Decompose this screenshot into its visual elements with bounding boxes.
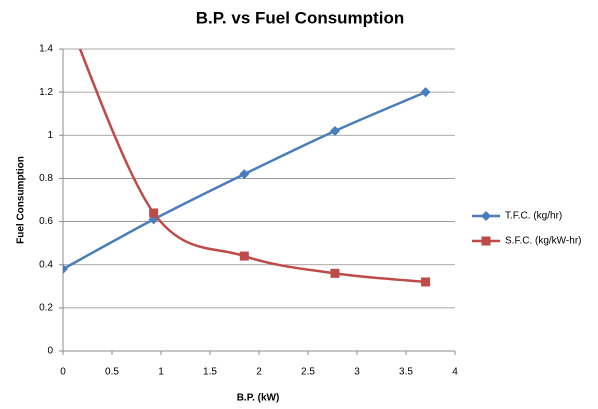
marker [239,251,249,261]
marker [59,1,68,10]
y-axis-title: Fuel Consumption [16,156,27,244]
y-tick-label: 0 [47,346,53,357]
x-tick-label: 4 [452,367,458,378]
x-tick-label: 3.5 [399,367,413,378]
x-tick-label: 2 [256,367,262,378]
marker [330,268,340,278]
x-axis-title: B.P. (kW) [237,393,280,404]
marker [149,208,159,218]
series-line [63,90,427,271]
y-tick-label: 1.2 [39,87,53,98]
marker [421,277,431,287]
x-tick-label: 1 [158,367,164,378]
chart-title: B.P. vs Fuel Consumption [196,8,404,27]
x-tick-label: 0.5 [105,367,119,378]
marker [329,125,340,136]
y-tick-label: 0.6 [39,216,53,227]
marker [63,264,68,275]
y-tick-label: 1.4 [39,44,53,55]
x-tick-label: 1.5 [203,367,217,378]
marker [239,169,250,180]
x-tick-label: 2.5 [301,367,315,378]
series-line [78,49,426,284]
x-tick-label: 0 [60,367,66,378]
y-tick-label: 0.2 [39,302,53,313]
plot [59,1,431,287]
legend-marker [481,236,491,246]
legend-label: S.F.C. (kg/kW-hr) [505,236,581,247]
legend-label: T.F.C. (kg/hr) [505,211,562,222]
marker [420,87,431,98]
x-tick-label: 3 [354,367,360,378]
legend-marker [481,211,491,221]
y-tick-label: 0.4 [39,259,53,270]
y-tick-label: 1 [47,130,53,141]
y-tick-label: 0.8 [39,173,53,184]
